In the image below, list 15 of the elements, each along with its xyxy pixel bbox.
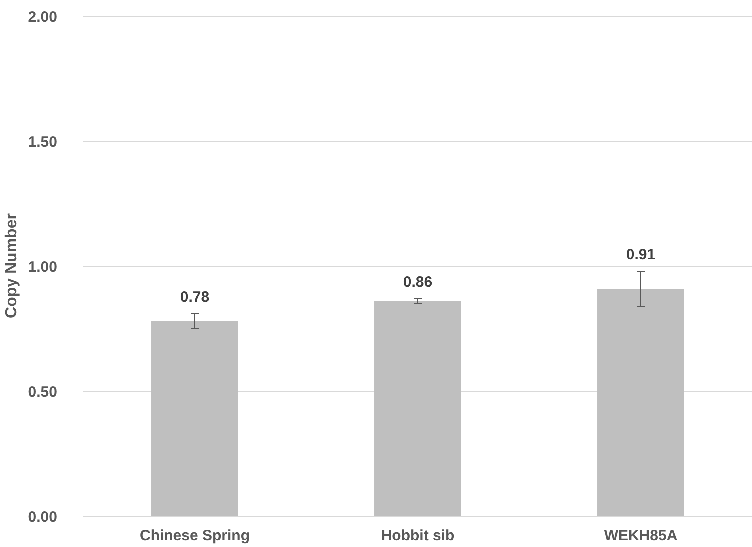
x-tick-label: Chinese Spring <box>140 528 250 544</box>
bar <box>374 302 462 516</box>
y-tick-label: 1.00 <box>28 259 58 276</box>
bar <box>152 322 238 516</box>
y-tick-label: 2.00 <box>28 9 58 26</box>
y-tick-label: 1.50 <box>28 134 58 151</box>
x-tick-label: Hobbit sib <box>381 528 455 544</box>
data-label: 0.86 <box>403 274 433 291</box>
bar <box>598 289 684 516</box>
y-tick-label: 0.50 <box>28 384 58 401</box>
y-tick-label: 0.00 <box>28 509 58 526</box>
data-label: 0.91 <box>626 246 656 264</box>
x-tick-label: WEKH85A <box>604 528 678 544</box>
y-axis-title: Copy Number <box>3 214 20 318</box>
data-label: 0.78 <box>180 289 210 306</box>
